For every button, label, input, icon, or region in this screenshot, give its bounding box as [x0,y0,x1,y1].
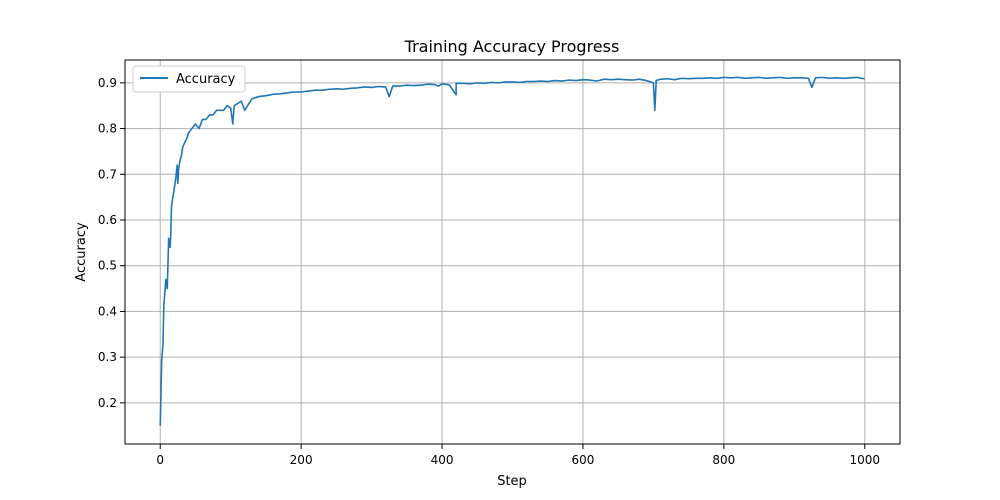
x-tick-label: 400 [431,453,454,467]
x-tick-label: 600 [572,453,595,467]
legend: Accuracy [132,65,246,93]
y-tick-label: 0.7 [98,167,117,181]
plot-area-frame [124,59,901,445]
y-tick-label: 0.9 [98,76,117,90]
y-axis-label: Accuracy [74,222,89,282]
series-layer [159,76,865,426]
x-axis-label: Step [497,474,527,489]
x-tick-label: 200 [290,453,313,467]
grid-layer [125,60,900,444]
y-tick-label: 0.4 [98,304,117,318]
y-tick-label: 0.5 [98,259,117,273]
x-tick-label: 0 [156,453,164,467]
x-tick-label: 1000 [849,453,880,467]
legend-label: Accuracy [176,72,236,87]
y-tick-label: 0.8 [98,122,117,136]
y-tick-label: 0.3 [98,350,117,364]
series-line-accuracy [159,76,865,426]
chart-title: Training Accuracy Progress [404,37,620,56]
y-tick-label: 0.2 [98,396,117,410]
tick-layer: 0 200 400 600 800 1000 0.2 0.3 0.4 0.5 0.6 0.7 0.8 0.… [98,76,880,467]
legend-box [132,65,246,93]
y-tick-label: 0.6 [98,213,117,227]
x-tick-label: 800 [712,453,735,467]
